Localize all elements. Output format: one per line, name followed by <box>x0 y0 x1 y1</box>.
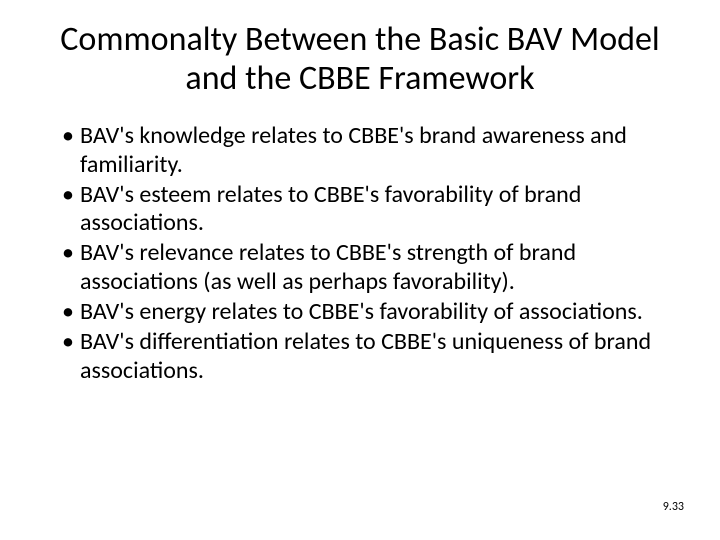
list-item: BAV's relevance relates to CBBE's streng… <box>62 239 680 296</box>
slide: Commonalty Between the Basic BAV Model a… <box>0 0 720 540</box>
slide-number: 9.33 <box>663 500 684 514</box>
slide-title: Commonalty Between the Basic BAV Model a… <box>40 20 680 98</box>
list-item: BAV's energy relates to CBBE's favorabil… <box>62 298 680 326</box>
bullet-list: BAV's knowledge relates to CBBE's brand … <box>40 122 680 385</box>
list-item: BAV's differentiation relates to CBBE's … <box>62 328 680 385</box>
list-item: BAV's knowledge relates to CBBE's brand … <box>62 122 680 179</box>
list-item: BAV's esteem relates to CBBE's favorabil… <box>62 181 680 238</box>
